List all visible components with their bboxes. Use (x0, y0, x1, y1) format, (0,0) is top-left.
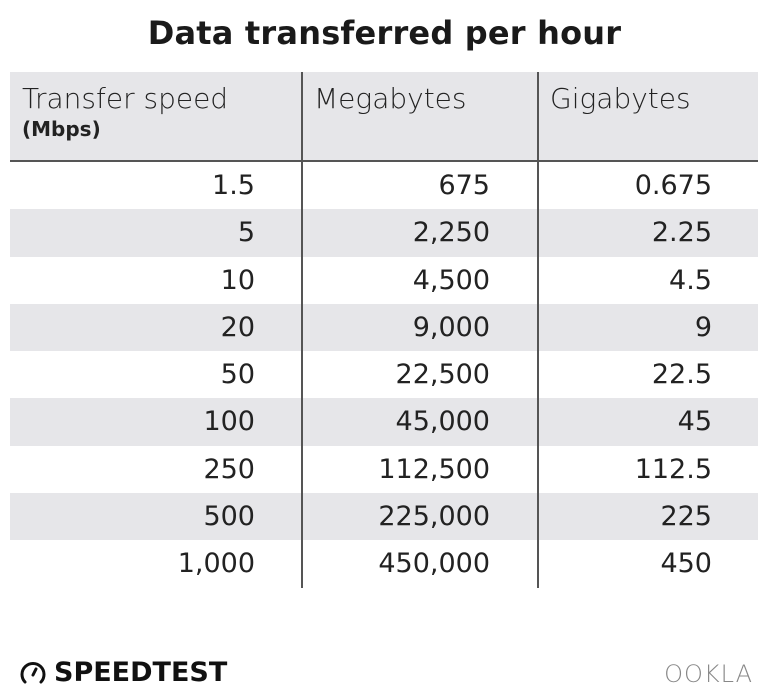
speedtest-logo: SPEEDTEST (20, 657, 227, 688)
table-row: 1.5 675 0.675 (10, 162, 758, 209)
cell-megabytes: 9,000 (412, 311, 490, 343)
table-row: 250 112,500 112.5 (10, 446, 758, 493)
table-row: 50 22,500 22.5 (10, 351, 758, 398)
cell-gigabytes: 450 (660, 548, 712, 580)
column-divider (301, 72, 303, 588)
cell-gigabytes: 9 (694, 311, 712, 343)
cell-speed: 20 (220, 311, 255, 343)
cell-megabytes: 4,500 (412, 264, 490, 296)
cell-speed: 10 (220, 264, 255, 296)
table-row: 500 225,000 225 (10, 493, 758, 541)
header-megabytes: Megabytes (314, 82, 467, 115)
cell-speed: 5 (237, 217, 255, 249)
table-row: 1,000 450,000 450 (10, 540, 758, 587)
cell-speed: 500 (203, 501, 255, 533)
cell-speed: 1,000 (177, 548, 255, 580)
cell-gigabytes: 45 (677, 406, 712, 438)
cell-speed: 50 (220, 359, 255, 391)
table-row: 5 2,250 2.25 (10, 209, 758, 257)
cell-megabytes: 45,000 (395, 406, 490, 438)
cell-gigabytes: 22.5 (651, 359, 712, 391)
speedometer-icon (20, 661, 46, 683)
cell-megabytes: 450,000 (378, 548, 490, 580)
cell-speed: 100 (203, 406, 255, 438)
table-row: 20 9,000 9 (10, 303, 758, 352)
header-gigabytes: Gigabytes (550, 82, 691, 115)
cell-gigabytes: 4.5 (669, 264, 712, 296)
column-divider (537, 72, 539, 588)
cell-megabytes: 2,250 (412, 217, 490, 249)
header-label: Transfer speed (22, 82, 229, 115)
header-transfer-speed: Transfer speed (Mbps) (22, 82, 228, 141)
table-row: 100 45,000 45 (10, 398, 758, 446)
table-row: 10 4,500 4.5 (10, 257, 758, 304)
cell-speed: 1.5 (212, 170, 255, 201)
cell-speed: 250 (203, 453, 255, 485)
cell-megabytes: 225,000 (378, 501, 490, 533)
header-unit: (Mbps) (22, 117, 101, 141)
data-table: Transfer speed (Mbps) Megabytes Gigabyte… (10, 72, 758, 588)
cell-gigabytes: 112.5 (634, 453, 712, 485)
ookla-logo: OOKLA (664, 660, 753, 688)
cell-gigabytes: 2.25 (651, 217, 712, 249)
speedtest-wordmark: SPEEDTEST (54, 657, 228, 688)
cell-megabytes: 675 (438, 170, 490, 201)
cell-megabytes: 112,500 (378, 453, 490, 485)
cell-gigabytes: 0.675 (634, 170, 712, 201)
cell-gigabytes: 225 (660, 501, 712, 533)
cell-megabytes: 22,500 (395, 359, 490, 391)
table-header: Transfer speed (Mbps) Megabytes Gigabyte… (10, 72, 758, 162)
table-title: Data transferred per hour (147, 14, 622, 52)
